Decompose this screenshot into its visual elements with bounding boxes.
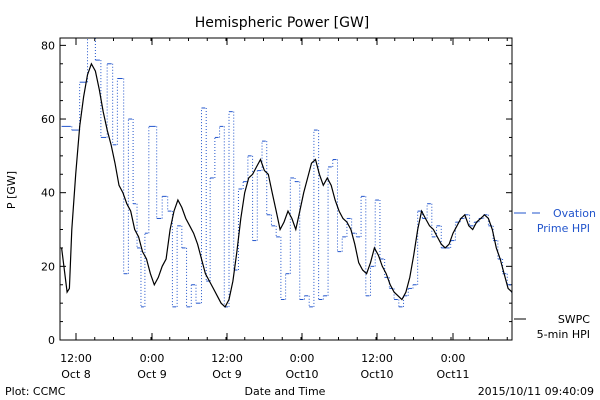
y-axis-ticks: 0 20 40 60 80 [41, 39, 512, 347]
x-tick-time-label: 0:00 [441, 352, 466, 365]
x-tick-date-label: Oct 9 [137, 368, 167, 381]
y-tick-label: 60 [41, 113, 55, 126]
x-tick-time-label: 0:00 [290, 352, 315, 365]
legend-label-line1: SWPC [558, 313, 590, 326]
y-axis-label: P [GW] [5, 171, 18, 209]
x-axis-label: Date and Time [245, 385, 326, 398]
plot-frame [59, 37, 513, 341]
x-tick-time-label: 12:00 [60, 352, 92, 365]
plot-credit: Plot: CCMC [5, 385, 66, 398]
x-tick-time-label: 12:00 [361, 352, 393, 365]
legend-label-line2: 5-min HPI [537, 328, 590, 341]
x-tick-date-label: Oct 9 [212, 368, 242, 381]
series-group [61, 37, 513, 308]
x-tick-date-label: Oct 8 [61, 368, 91, 381]
swpc-line [61, 62, 513, 308]
y-tick-label: 0 [48, 334, 55, 347]
y-tick-label: 40 [41, 187, 55, 200]
x-tick-date-label: Oct10 [285, 368, 318, 381]
legend-label-line1: Ovation [553, 207, 596, 220]
legend-label-line2: Prime HPI [537, 222, 590, 235]
x-tick-time-label: 0:00 [140, 352, 165, 365]
plot-timestamp: 2015/10/11 09:40:09 [478, 385, 594, 398]
legend: Ovation Prime HPI SWPC 5-min HPI [514, 207, 596, 341]
x-tick-date-label: Oct11 [436, 368, 469, 381]
x-tick-date-label: Oct10 [360, 368, 393, 381]
chart-title: Hemispheric Power [GW] [195, 15, 370, 31]
y-tick-label: 80 [41, 39, 55, 52]
x-tick-time-label: 12:00 [211, 352, 243, 365]
x-axis-ticks: 12:00 Oct 8 0:00 Oct 9 12:00 Oct 9 0:00 Oct10 12… [60, 38, 508, 381]
y-tick-label: 20 [41, 260, 55, 273]
